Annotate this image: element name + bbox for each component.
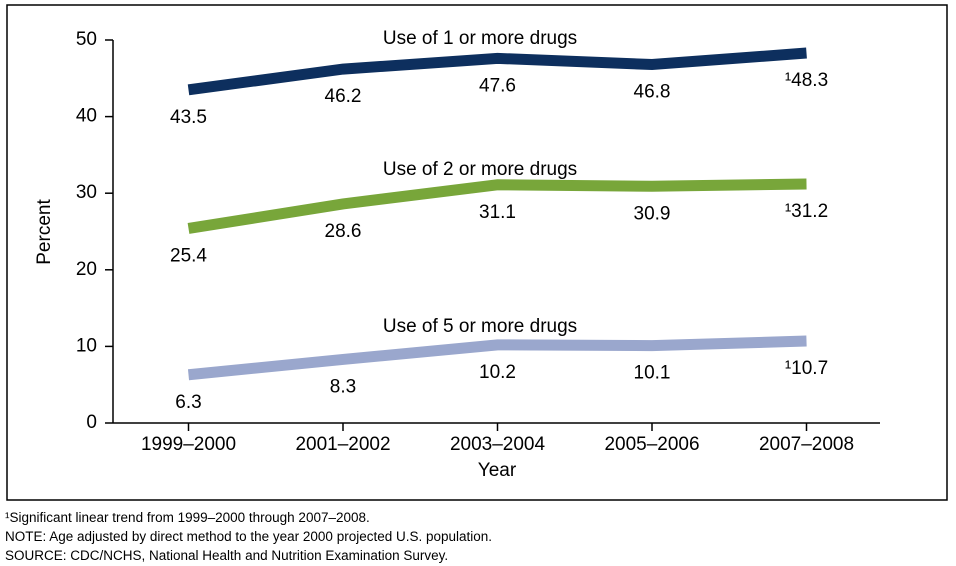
data-label: 10.2 [479,362,516,383]
y-tick-label: 10 [76,335,97,356]
data-label: ¹10.7 [785,358,828,379]
y-tick-label: 30 [76,182,97,203]
y-tick-label: 40 [76,106,97,127]
series-line [187,335,807,381]
data-label: ¹48.3 [785,70,828,91]
x-tick-label: 1999–2000 [141,434,236,455]
x-tick-label: 2003–2004 [450,434,546,455]
data-label: ¹31.2 [785,201,828,222]
data-label: 25.4 [170,245,207,266]
data-label: 8.3 [330,376,356,397]
footnote: ¹Significant linear trend from 1999–2000… [5,510,370,525]
footnote: NOTE: Age adjusted by direct method to t… [5,529,492,544]
data-label: 28.6 [325,221,362,242]
series-line [187,47,807,96]
x-tick-label: 2007–2008 [759,434,854,455]
footnote: SOURCE: CDC/NCHS, National Health and Nu… [5,548,448,563]
series-label: Use of 2 or more drugs [383,159,577,180]
data-label: 30.9 [634,203,671,224]
series-line [187,178,807,234]
data-label: 43.5 [170,107,207,128]
data-label: 10.1 [634,363,671,384]
data-label: 46.8 [634,82,671,103]
x-tick-label: 2001–2002 [295,434,390,455]
series-label: Use of 1 or more drugs [383,28,577,49]
y-tick-label: 50 [76,29,97,50]
y-axis-title: Percent [34,199,55,265]
x-axis-title: Year [478,460,517,481]
y-tick-label: 20 [76,259,97,280]
data-label: 47.6 [479,75,516,96]
data-label: 6.3 [175,392,201,413]
data-label: 46.2 [325,86,362,107]
data-label: 31.1 [479,202,516,223]
y-tick-label: 0 [86,412,97,433]
series-label: Use of 5 or more drugs [383,316,577,337]
chart-frame [6,4,948,501]
x-tick-label: 2005–2006 [604,434,699,455]
